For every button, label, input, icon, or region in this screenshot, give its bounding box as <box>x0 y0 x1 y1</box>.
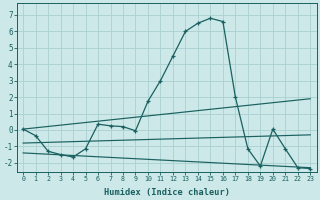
X-axis label: Humidex (Indice chaleur): Humidex (Indice chaleur) <box>104 188 230 197</box>
